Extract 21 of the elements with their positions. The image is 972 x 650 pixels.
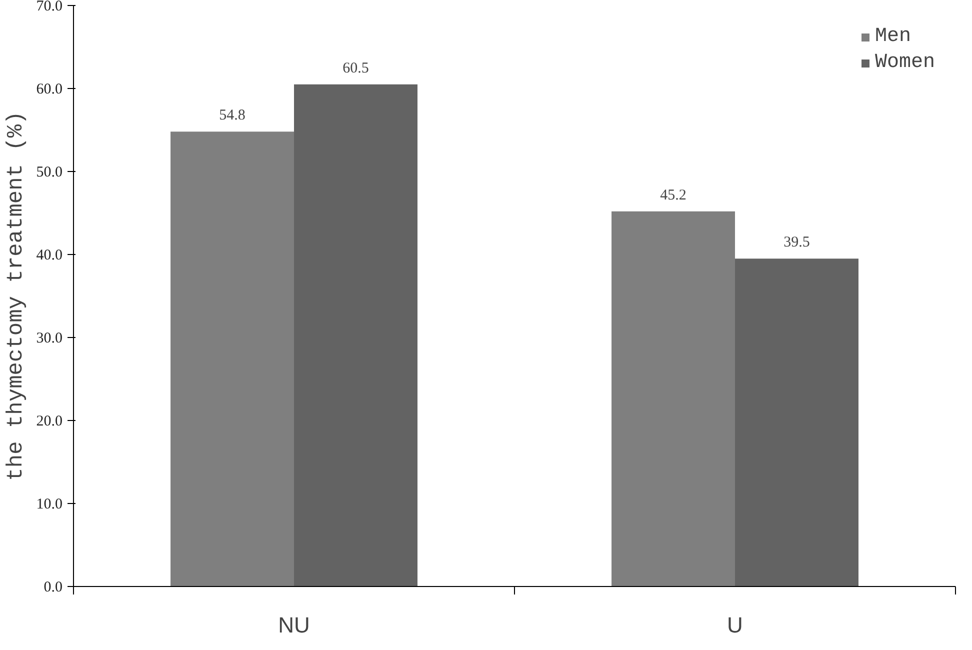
bar [294,84,418,586]
x-tick-label: U [727,612,743,638]
bar [612,211,735,586]
bar [170,132,294,586]
y-tick-label: 40.0 [36,248,62,264]
legend-label: Women [874,51,935,74]
data-label: 60.5 [342,60,369,76]
x-tick-label: NU [278,612,310,638]
data-label: 45.2 [660,187,686,204]
data-label: 54.8 [219,108,246,124]
y-tick-label: 70.0 [36,0,62,14]
data-label: 39.5 [784,234,810,251]
legend-label: Men [874,25,911,48]
bar [735,258,858,586]
y-tick-label: 10.0 [36,496,62,512]
y-tick-label: 20.0 [36,414,62,430]
y-tick-label: 0.0 [44,580,62,596]
y-tick-label: 60.0 [36,82,62,98]
y-tick-label: 50.0 [36,164,62,180]
y-tick-label: 30.0 [36,330,62,346]
y-axis-title: the thymectomy treatment (%) [3,111,28,481]
